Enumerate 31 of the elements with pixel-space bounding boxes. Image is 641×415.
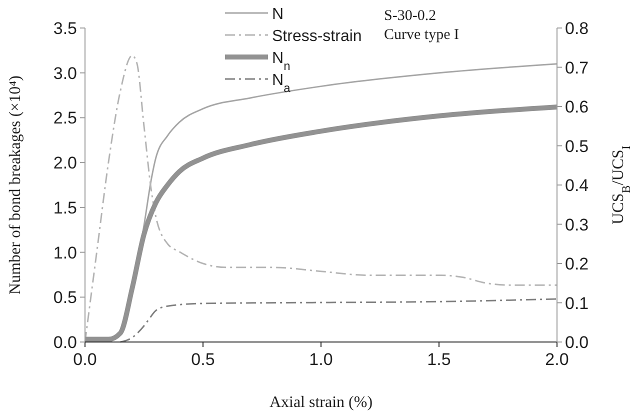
y2-tick-label: 0.4	[565, 176, 589, 195]
y2-tick-label: 0.2	[565, 254, 589, 274]
x-axis-title: Axial strain (%)	[269, 394, 373, 411]
x-tick-label: 0.0	[73, 350, 97, 369]
y2-tick-label: 0.6	[565, 98, 589, 116]
y-tick-label: 3.0	[53, 64, 77, 83]
legend-label: N$_{n}$	[272, 50, 290, 73]
y-tick-label: 2.5	[53, 108, 77, 128]
legend-label: Stress-strain	[272, 28, 362, 45]
y-tick-label: 0.5	[53, 288, 77, 308]
y2-tick-label: 0.3	[565, 215, 589, 234]
x-tick-label: 0.5	[191, 350, 215, 369]
y-tick-label: 3.5	[53, 19, 77, 38]
x-tick-label: 1.5	[427, 350, 451, 369]
x-tick-label: 2.0	[545, 350, 569, 369]
y2-tick-label: 0.0	[565, 333, 589, 352]
annotation: Curve type I	[384, 27, 459, 43]
y-tick-label: 0.0	[53, 333, 77, 352]
y-tick-label: 2.0	[53, 154, 77, 173]
y-axis-title: Number of bond breakages (×10⁴)	[7, 76, 24, 294]
legend-label: N$_{a}$	[272, 72, 291, 95]
line-series	[120, 298, 558, 343]
text: S-30-0.2	[384, 8, 436, 24]
x-tick-label: 1.0	[309, 350, 333, 369]
y-tick-label: 1.5	[53, 198, 77, 218]
y-tick-label: 1.0	[53, 243, 77, 262]
y2-tick-label: 0.1	[565, 294, 589, 313]
y2-tick-label: 0.5	[565, 136, 589, 156]
y2-tick-label: 0.7	[565, 58, 589, 78]
legend-label: N	[272, 6, 284, 23]
y2-tick-label: 0.8	[565, 19, 589, 38]
